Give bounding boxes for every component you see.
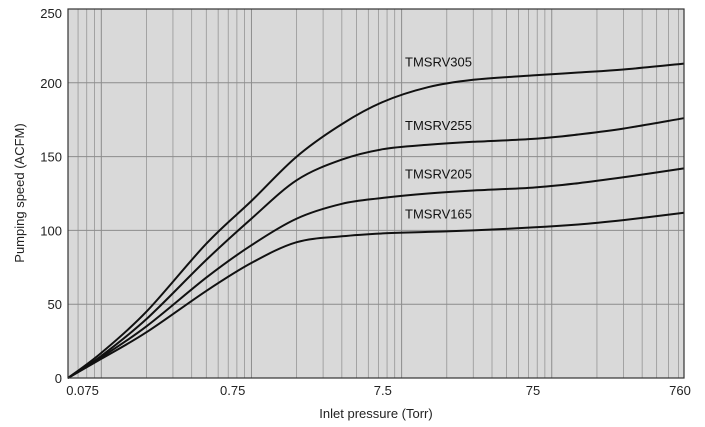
- x-gridlines: [77, 9, 679, 378]
- y-tick-label: 200: [40, 76, 62, 91]
- x-tick-label: 0.075: [66, 383, 99, 398]
- plot-frame: [67, 8, 685, 379]
- y-gridlines: [68, 82, 684, 305]
- y-tick-labels: 0 50 100 150 200 250: [40, 6, 62, 386]
- y-tick-label: 150: [40, 150, 62, 165]
- series-label-tmsrv305: TMSRV305: [405, 54, 472, 69]
- y-tick-label: 50: [48, 297, 62, 312]
- x-axis-title: Inlet pressure (Torr): [319, 406, 432, 421]
- series-line-tmsrv205: [67, 167, 685, 379]
- x-tick-label: 760: [669, 383, 691, 398]
- y-tick-label: 250: [40, 6, 62, 21]
- series-label-tmsrv255: TMSRV255: [405, 118, 472, 133]
- series-label-tmsrv165: TMSRV165: [405, 206, 472, 221]
- x-tick-label: 7.5: [374, 383, 392, 398]
- series-line-tmsrv305: [67, 62, 685, 379]
- x-tick-label: 75: [526, 383, 540, 398]
- series-labels: TMSRV305 TMSRV255 TMSRV205 TMSRV165: [405, 54, 472, 221]
- series-label-tmsrv205: TMSRV205: [405, 167, 472, 182]
- series-lines: [67, 62, 685, 379]
- x-tick-label: 0.75: [220, 383, 245, 398]
- series-line-tmsrv255: [67, 117, 685, 379]
- y-tick-label: 0: [55, 371, 62, 386]
- series-line-tmsrv165: [67, 211, 685, 379]
- x-tick-labels: 0.075 0.75 7.5 75 760: [66, 383, 691, 398]
- y-axis-title: Pumping speed (ACFM): [12, 123, 27, 262]
- y-tick-label: 100: [40, 223, 62, 238]
